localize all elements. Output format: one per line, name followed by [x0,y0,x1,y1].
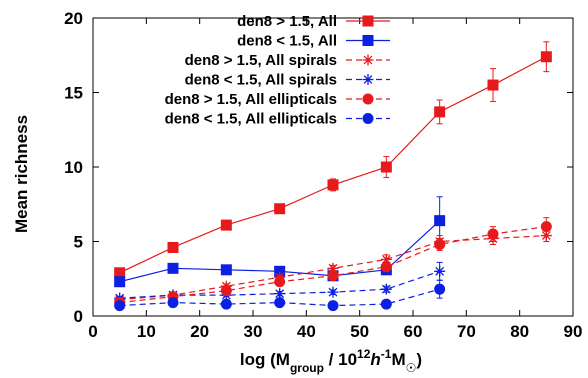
x-tick-label: 20 [190,322,209,341]
y-tick-label: 0 [74,307,83,326]
legend-marker-sample [362,113,374,124]
data-point [274,297,286,309]
data-point [434,283,446,295]
legend-entry: den8 < 1.5, All [237,33,390,50]
data-point [487,228,499,240]
data-point [167,262,179,274]
data-point [380,298,392,310]
data-point [327,262,339,274]
data-point [274,288,286,300]
data-point [167,241,179,253]
data-point [114,300,126,312]
y-tick-label: 10 [64,158,83,177]
data-point [327,286,339,298]
data-point [380,253,392,265]
series-6 [114,279,446,312]
series-line [119,56,547,274]
y-tick-label: 5 [74,233,83,252]
data-point [327,179,339,191]
legend-marker-sample [362,74,374,85]
data-point [434,106,446,118]
data-point [487,79,499,91]
legend-label: den8 < 1.5, All spirals [185,72,337,89]
data-point [167,297,179,309]
legend-marker-sample [362,15,374,27]
x-tick-label: 10 [137,322,156,341]
legend-marker-sample [362,35,374,46]
legend-entry: den8 > 1.5, All spirals [185,52,390,69]
y-tick-label: 20 [64,9,83,28]
legend-entry: den8 > 1.5, All ellipticals [165,91,390,108]
x-axis-title: log (Mgroup / 1012h-1M☉) [240,347,422,375]
plot-series [114,41,552,312]
data-point [114,276,126,288]
y-axis-title: Mean richness [12,115,31,233]
legend-label: den8 < 1.5, All ellipticals [165,111,337,128]
x-tick-label: 90 [564,322,583,341]
legend-label: den8 > 1.5, All ellipticals [165,91,337,108]
data-point [380,283,392,295]
x-tick-label: 60 [404,322,423,341]
y-tick-label: 15 [64,84,83,103]
data-point [274,265,286,277]
data-point [380,161,392,173]
x-tick-label: 0 [88,322,97,341]
legend-label: den8 > 1.5, All spirals [185,52,337,69]
data-point [220,264,232,276]
legend-entry: den8 < 1.5, All spirals [185,72,390,89]
data-point [327,300,339,312]
data-point [274,276,286,288]
series-1 [114,41,552,279]
x-tick-label: 30 [244,322,263,341]
data-point [434,215,446,227]
legend: den8 > 1.5, All den8 < 1.5, All den8 > 1.5… [165,13,390,128]
x-tick-label: 70 [457,322,476,341]
x-tick-label: 40 [297,322,316,341]
x-tick-label: 80 [510,322,529,341]
data-point [380,261,392,273]
data-point [220,298,232,310]
legend-marker-sample [362,54,374,66]
data-point [540,221,552,233]
data-point [434,265,446,277]
data-point [540,51,552,63]
legend-entry: den8 > 1.5, All [237,13,390,30]
x-tick-label: 50 [350,322,369,341]
axis-ticks: 0 10 20 30 40 50 60 70 80 90 0 5 10 15 20 [64,9,582,341]
legend-entry: den8 < 1.5, All ellipticals [165,111,390,128]
data-point [327,270,339,282]
data-point [434,238,446,250]
legend-label: den8 < 1.5, All [237,33,337,50]
data-point [220,219,232,231]
legend-marker-sample [362,93,374,105]
data-point [220,285,232,297]
data-point [274,203,286,215]
data-point [114,267,126,279]
legend-label: den8 > 1.5, All [237,13,337,30]
